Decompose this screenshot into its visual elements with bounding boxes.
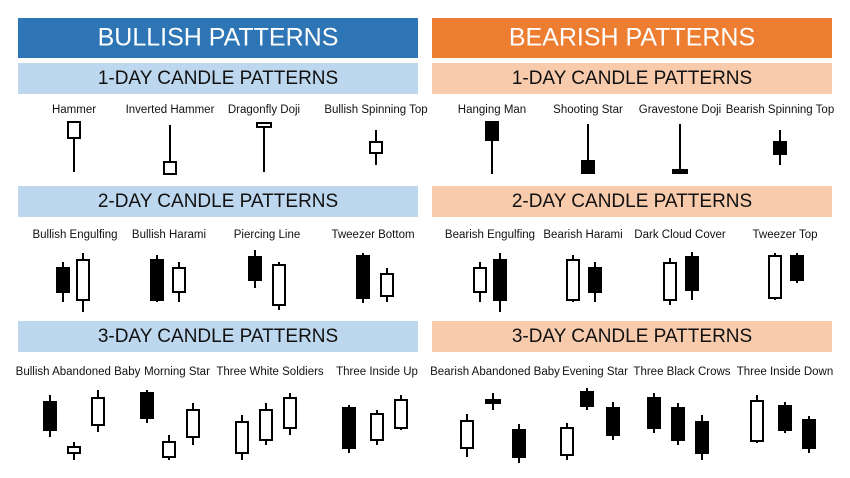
candle-body: [750, 400, 764, 442]
candle-body: [76, 259, 90, 301]
candle-body: [248, 256, 262, 281]
candle-body: [272, 264, 286, 306]
candle-body: [140, 392, 154, 419]
candle-body: [778, 405, 792, 431]
pattern-name: Evening Star: [562, 366, 628, 378]
pattern-name: Dragonfly Doji: [228, 104, 300, 116]
candle-body: [342, 407, 356, 449]
candle-body: [566, 259, 580, 301]
section-bar: [432, 321, 832, 352]
pattern-name: Bearish Spinning Top: [726, 104, 834, 116]
candle-body: [356, 255, 370, 299]
candle-body: [581, 160, 595, 174]
candle-body: [512, 429, 526, 458]
pattern-name: Morning Star: [144, 366, 210, 378]
candle-body: [186, 409, 200, 438]
pattern-name: Inverted Hammer: [126, 104, 215, 116]
candle-body: [150, 259, 164, 301]
pattern-name: Tweezer Bottom: [331, 229, 414, 241]
candle-body: [43, 401, 57, 431]
candle-body: [67, 446, 81, 454]
candle-body: [394, 399, 408, 429]
candle-body: [685, 256, 699, 291]
pattern-name: Tweezer Top: [753, 229, 818, 241]
candle-body: [485, 399, 501, 404]
candle-body: [588, 267, 602, 293]
pattern-name: Three White Soldiers: [216, 366, 324, 378]
candle-body: [256, 122, 272, 128]
candle-body: [163, 161, 177, 175]
candle-body: [162, 441, 176, 458]
section-title: 1-DAY CANDLE PATTERNS: [512, 68, 752, 89]
pattern-name: Bearish Engulfing: [445, 229, 535, 241]
candle-body: [91, 397, 105, 426]
section-bar: [18, 186, 418, 217]
pattern-name: Shooting Star: [553, 104, 623, 116]
candle-body: [672, 169, 688, 174]
candle-body: [259, 409, 273, 441]
column-title: BULLISH PATTERNS: [98, 24, 339, 52]
pattern-name: Bullish Engulfing: [32, 229, 117, 241]
pattern-name: Bearish Harami: [543, 229, 622, 241]
section-title: 3-DAY CANDLE PATTERNS: [512, 326, 752, 347]
pattern-name: Hanging Man: [458, 104, 526, 116]
candle-body: [560, 427, 574, 456]
column-title: BEARISH PATTERNS: [509, 24, 755, 52]
section-bar: [18, 321, 418, 352]
section-bar: [18, 63, 418, 94]
section-bar: [432, 63, 832, 94]
candle-body: [460, 420, 474, 449]
candle-body: [493, 259, 507, 301]
candle-body: [768, 255, 782, 299]
pattern-name: Three Inside Up: [336, 366, 418, 378]
pattern-name: Three Black Crows: [633, 366, 730, 378]
candle-body: [67, 121, 81, 139]
pattern-name: Bullish Spinning Top: [324, 104, 427, 116]
pattern-name: Three Inside Down: [737, 366, 834, 378]
column-header: [18, 18, 418, 58]
candle-body: [172, 267, 186, 293]
pattern-name: Piercing Line: [234, 229, 300, 241]
candle-body: [235, 421, 249, 454]
candle-body: [671, 407, 685, 441]
candle-body: [56, 267, 70, 293]
candle-body: [647, 397, 661, 429]
section-bar: [432, 186, 832, 217]
candle-body: [370, 413, 384, 441]
section-title: 3-DAY CANDLE PATTERNS: [98, 326, 338, 347]
pattern-name: Bearish Abandoned Baby: [430, 366, 560, 378]
pattern-name: Bullish Harami: [132, 229, 206, 241]
candle-body: [369, 141, 383, 154]
candle-body: [802, 419, 816, 449]
candle-body: [663, 262, 677, 301]
candle-body: [485, 121, 499, 141]
candle-body: [606, 407, 620, 436]
section-title: 2-DAY CANDLE PATTERNS: [512, 191, 752, 212]
candle-body: [773, 141, 787, 155]
candle-body: [695, 421, 709, 454]
pattern-name: Dark Cloud Cover: [634, 229, 726, 241]
section-title: 2-DAY CANDLE PATTERNS: [98, 191, 338, 212]
candle-body: [580, 391, 594, 407]
candle-body: [380, 273, 394, 297]
section-title: 1-DAY CANDLE PATTERNS: [98, 68, 338, 89]
pattern-name: Bullish Abandoned Baby: [16, 366, 141, 378]
pattern-name: Hammer: [52, 104, 96, 116]
candle-body: [790, 255, 804, 281]
column-header: [432, 18, 832, 58]
pattern-name: Gravestone Doji: [639, 104, 721, 116]
candle-body: [473, 267, 487, 293]
candle-body: [283, 397, 297, 429]
